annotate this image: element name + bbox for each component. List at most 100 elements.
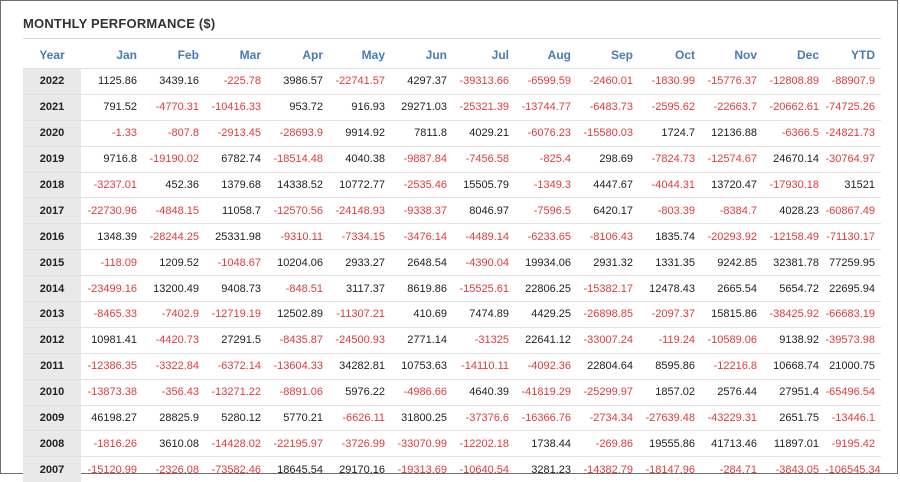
value-cell: -9887.84: [391, 146, 453, 172]
value-cell: -26898.85: [577, 302, 639, 328]
value-cell: 32381.78: [763, 250, 825, 276]
value-cell: 3610.08: [143, 431, 205, 457]
value-cell: -30764.97: [825, 146, 881, 172]
year-cell: 2019: [23, 146, 81, 172]
value-cell: 10204.06: [267, 250, 329, 276]
value-cell: -8891.06: [267, 379, 329, 405]
year-cell: 2014: [23, 276, 81, 302]
value-cell: 5770.21: [267, 405, 329, 431]
value-cell: -2326.08: [143, 457, 205, 482]
value-cell: 29170.16: [329, 457, 391, 482]
value-cell: -1816.26: [81, 431, 143, 457]
value-cell: 4029.21: [453, 120, 515, 146]
year-cell: 2012: [23, 327, 81, 353]
value-cell: -12202.18: [453, 431, 515, 457]
value-cell: 1724.7: [639, 120, 701, 146]
year-cell: 2020: [23, 120, 81, 146]
value-cell: 4447.67: [577, 172, 639, 198]
value-cell: -12808.89: [763, 69, 825, 95]
value-cell: 3281.23: [515, 457, 577, 482]
value-cell: 12478.43: [639, 276, 701, 302]
value-cell: -14110.11: [453, 353, 515, 379]
value-cell: -16366.76: [515, 405, 577, 431]
value-cell: -119.24: [639, 327, 701, 353]
value-cell: 10753.63: [391, 353, 453, 379]
column-header-apr: Apr: [267, 41, 329, 69]
value-cell: 9242.85: [701, 250, 763, 276]
value-cell: -19313.69: [391, 457, 453, 482]
value-cell: -6076.23: [515, 120, 577, 146]
value-cell: 1125.86: [81, 69, 143, 95]
value-cell: -12158.49: [763, 224, 825, 250]
value-cell: -9338.37: [391, 198, 453, 224]
value-cell: 2651.75: [763, 405, 825, 431]
value-cell: -14382.79: [577, 457, 639, 482]
value-cell: 31521: [825, 172, 881, 198]
value-cell: -4044.31: [639, 172, 701, 198]
value-cell: 2931.32: [577, 250, 639, 276]
value-cell: 4028.23: [763, 198, 825, 224]
value-cell: -12719.19: [205, 302, 267, 328]
value-cell: 22804.64: [577, 353, 639, 379]
title-divider: [23, 38, 881, 39]
value-cell: 10668.74: [763, 353, 825, 379]
value-cell: 18645.54: [267, 457, 329, 482]
year-cell: 2016: [23, 224, 81, 250]
value-cell: -25321.39: [453, 94, 515, 120]
value-cell: 46198.27: [81, 405, 143, 431]
column-header-nov: Nov: [701, 41, 763, 69]
value-cell: -24821.73: [825, 120, 881, 146]
value-cell: 5280.12: [205, 405, 267, 431]
value-cell: 953.72: [267, 94, 329, 120]
value-cell: -4770.31: [143, 94, 205, 120]
column-header-may: May: [329, 41, 391, 69]
value-cell: -33007.24: [577, 327, 639, 353]
value-cell: -2734.34: [577, 405, 639, 431]
value-cell: -15120.99: [81, 457, 143, 482]
value-cell: -88907.9: [825, 69, 881, 95]
value-cell: -269.86: [577, 431, 639, 457]
value-cell: -8106.43: [577, 224, 639, 250]
year-cell: 2017: [23, 198, 81, 224]
value-cell: -6626.11: [329, 405, 391, 431]
value-cell: 1331.35: [639, 250, 701, 276]
value-cell: -22195.97: [267, 431, 329, 457]
value-cell: 1209.52: [143, 250, 205, 276]
column-header-dec: Dec: [763, 41, 825, 69]
value-cell: 9138.92: [763, 327, 825, 353]
value-cell: -1349.3: [515, 172, 577, 198]
value-cell: 3117.37: [329, 276, 391, 302]
value-cell: 12136.88: [701, 120, 763, 146]
value-cell: -24500.93: [329, 327, 391, 353]
value-cell: -4489.14: [453, 224, 515, 250]
value-cell: -3476.14: [391, 224, 453, 250]
column-header-ytd: YTD: [825, 41, 881, 69]
value-cell: -33070.99: [391, 431, 453, 457]
year-cell: 2007: [23, 457, 81, 482]
value-cell: -803.39: [639, 198, 701, 224]
value-cell: -13604.33: [267, 353, 329, 379]
value-cell: -22730.96: [81, 198, 143, 224]
value-cell: -6599.59: [515, 69, 577, 95]
value-cell: 452.36: [143, 172, 205, 198]
value-cell: -1.33: [81, 120, 143, 146]
value-cell: 8046.97: [453, 198, 515, 224]
value-cell: 8619.86: [391, 276, 453, 302]
value-cell: 410.69: [391, 302, 453, 328]
value-cell: 1379.68: [205, 172, 267, 198]
value-cell: -37376.6: [453, 405, 515, 431]
value-cell: 41713.46: [701, 431, 763, 457]
column-header-feb: Feb: [143, 41, 205, 69]
value-cell: -23499.16: [81, 276, 143, 302]
value-cell: -7824.73: [639, 146, 701, 172]
value-cell: 27291.5: [205, 327, 267, 353]
